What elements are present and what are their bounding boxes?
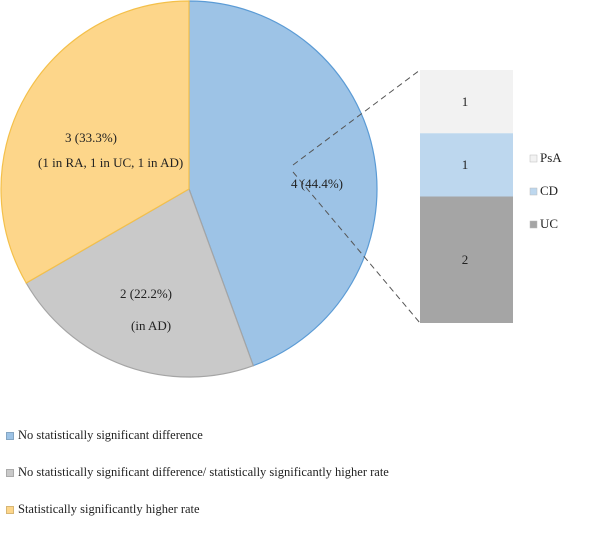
slice-label-no-difference: 4 (44.4%) <box>291 176 343 191</box>
legend-item-no-difference: No statistically significant difference <box>6 428 389 443</box>
legend-item-higher-rate: Statistically significantly higher rate <box>6 502 389 517</box>
bar-segment-psa <box>420 70 513 134</box>
slice-label-higher-rate: 3 (33.3%) <box>65 130 117 145</box>
pie-slice-higher-rate <box>0 0 190 284</box>
pie-slice-mixed <box>25 188 255 378</box>
pie-slice-no-difference <box>188 0 378 367</box>
stacked-bar <box>420 70 513 323</box>
connector-line-top <box>292 69 421 166</box>
legend-swatch-higher-rate <box>6 505 14 514</box>
bar-legend <box>529 154 538 229</box>
bar-legend-swatch-uc <box>529 220 538 229</box>
slice-sublabel-mixed: (in AD) <box>131 318 171 333</box>
legend-label-no-difference: No statistically significant difference <box>18 428 203 442</box>
bar-legend-swatch-psa <box>529 154 538 163</box>
legend-label-higher-rate: Statistically significantly higher rate <box>18 502 200 516</box>
connector-lines <box>292 69 421 324</box>
legend-swatch-no-difference <box>6 431 14 440</box>
bar-legend-label-psa: PsA <box>540 150 562 165</box>
pie-legend: No statistically significant difference … <box>6 428 389 539</box>
pie-slices <box>0 0 378 378</box>
connector-line-bottom <box>292 171 421 324</box>
bar-label-uc: 2 <box>462 252 469 267</box>
bar-legend-label-uc: UC <box>540 216 558 231</box>
pie-of-bar-chart: 4 (44.4%) 2 (22.2%) (in AD) 3 (33.3%) (1… <box>0 0 562 378</box>
bar-segment-cd <box>420 133 513 197</box>
slice-label-mixed: 2 (22.2%) <box>120 286 172 301</box>
bar-legend-label-cd: CD <box>540 183 558 198</box>
legend-swatch-mixed <box>6 468 14 477</box>
legend-label-mixed: No statistically significant difference/… <box>18 465 389 479</box>
bar-label-psa: 1 <box>462 94 469 109</box>
legend-item-mixed: No statistically significant difference/… <box>6 465 389 480</box>
bar-label-cd: 1 <box>462 157 469 172</box>
bar-legend-swatch-cd <box>529 187 538 196</box>
slice-sublabel-higher-rate: (1 in RA, 1 in UC, 1 in AD) <box>38 155 183 170</box>
bar-segment-uc <box>420 196 513 323</box>
